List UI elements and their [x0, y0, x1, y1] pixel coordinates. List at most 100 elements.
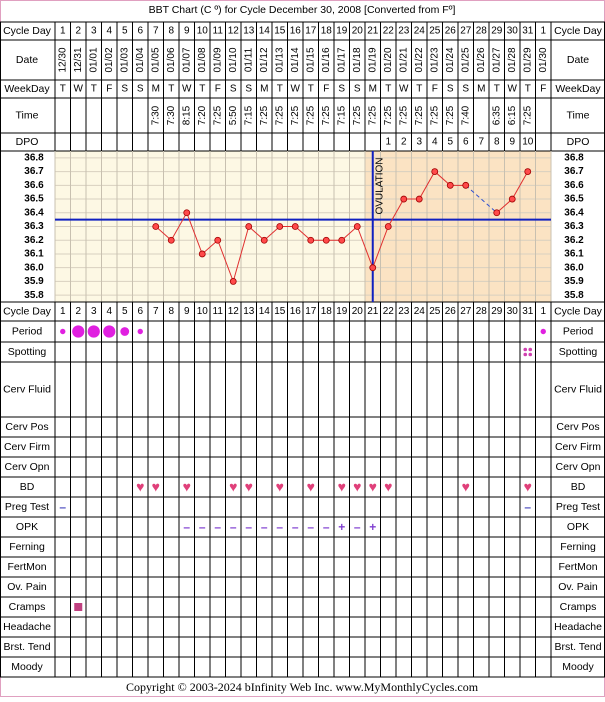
row-label: WeekDay — [555, 83, 601, 95]
cell-cycle_day: 2 — [75, 306, 81, 317]
row-label: Cramps — [9, 601, 46, 613]
temp-point — [322, 236, 330, 244]
cell-cycle_day: 9 — [184, 306, 190, 317]
y-tick-label: 36.0 — [24, 262, 44, 273]
track-symbol: + — [338, 520, 345, 534]
y-tick-label-right: 36.5 — [564, 194, 584, 205]
y-tick-label-right: 35.8 — [564, 290, 584, 301]
cell-date: 01/28 — [507, 47, 518, 72]
chart-title: BBT Chart (C º) for Cycle December 30, 2… — [149, 4, 456, 16]
cell-time: 7:30 — [166, 105, 177, 125]
row-label: Moody — [11, 661, 43, 673]
temp-point — [508, 195, 516, 203]
y-tick-label: 36.2 — [24, 235, 44, 246]
cell-date: 01/01 — [88, 47, 99, 72]
track-symbol: – — [59, 500, 66, 514]
temp-point — [167, 236, 175, 244]
cell-weekday: T — [494, 84, 500, 95]
cell-weekday: W — [399, 84, 409, 95]
cell-weekday: T — [60, 84, 66, 95]
y-tick-label-right: 36.7 — [564, 166, 584, 177]
cell-dpo: 9 — [509, 137, 515, 148]
temp-point — [493, 209, 501, 217]
cell-weekday: W — [182, 84, 192, 95]
cell-time: 7:40 — [460, 105, 471, 125]
cell-cycle_day: 25 — [429, 306, 441, 317]
cell-cycle_day: 12 — [228, 306, 240, 317]
row-label: Cerv Pos — [5, 421, 48, 433]
cell-weekday: S — [230, 84, 237, 95]
cell-time: 7:25 — [352, 105, 363, 125]
row-label: Date — [16, 54, 38, 66]
y-tick-label-right: 36.1 — [564, 249, 584, 260]
cell-time: 7:25 — [398, 105, 409, 125]
track-symbol: – — [276, 520, 283, 534]
cell-time: 7:25 — [212, 105, 223, 125]
row-label: OPK — [567, 521, 589, 533]
temp-point — [214, 236, 222, 244]
cell-date: 01/02 — [104, 47, 115, 72]
cell-cycle_day: 24 — [414, 306, 426, 317]
ovulation-label: OVULATION — [374, 157, 385, 214]
row-label: BD — [20, 481, 35, 493]
track-symbol: – — [524, 500, 531, 514]
cell-weekday: T — [416, 84, 422, 95]
row-label: Cycle Day — [554, 25, 603, 37]
cell-date: 01/30 — [538, 47, 549, 72]
cell-date: 01/09 — [212, 47, 223, 72]
cell-cycle_day: 11 — [213, 26, 224, 37]
cell-date: 01/27 — [491, 47, 502, 72]
spotting-mark — [523, 347, 533, 357]
period-dot — [137, 328, 143, 335]
row-label: Brst. Tend — [554, 641, 601, 653]
track-symbol: ♥ — [524, 479, 532, 495]
cell-weekday: T — [91, 84, 97, 95]
temp-point — [260, 236, 268, 244]
cell-cycle_day: 8 — [168, 306, 174, 317]
row-label: Ov. Pain — [7, 581, 47, 593]
cell-weekday: T — [308, 84, 314, 95]
y-tick-label: 36.1 — [24, 249, 44, 260]
cell-weekday: F — [323, 84, 329, 95]
cell-dpo: 1 — [385, 137, 391, 148]
y-tick-label: 36.5 — [24, 194, 44, 205]
cell-cycle_day: 26 — [445, 306, 457, 317]
row-label: OPK — [16, 521, 38, 533]
cell-weekday: S — [245, 84, 252, 95]
cell-date: 01/19 — [367, 47, 378, 72]
y-tick-label-right: 36.8 — [564, 153, 584, 164]
cell-date: 01/05 — [150, 47, 161, 72]
cell-weekday: F — [432, 84, 438, 95]
row-label: Headache — [3, 621, 51, 633]
track-symbol: + — [369, 520, 376, 534]
cell-date: 01/17 — [336, 47, 347, 72]
row-label: Cycle Day — [554, 305, 603, 317]
temp-point — [276, 223, 284, 230]
row-label: FertMon — [7, 561, 46, 573]
row-label: Spotting — [8, 346, 47, 358]
cell-weekday: S — [338, 84, 345, 95]
row-label: BD — [571, 481, 586, 493]
cell-date: 12/31 — [73, 47, 84, 72]
cell-cycle_day: 25 — [429, 26, 441, 37]
cell-cycle_day: 17 — [305, 26, 317, 37]
track-symbol: ♥ — [462, 479, 470, 495]
cell-dpo: 2 — [401, 137, 407, 148]
row-label: Cerv Opn — [556, 461, 601, 473]
temp-point — [229, 278, 237, 285]
cell-cycle_day: 13 — [243, 306, 255, 317]
cell-weekday: F — [540, 84, 546, 95]
cell-weekday: T — [277, 84, 283, 95]
track-symbol: ♥ — [369, 479, 377, 495]
cell-date: 01/06 — [166, 47, 177, 72]
cell-weekday: M — [152, 84, 160, 95]
y-tick-label: 36.8 — [24, 153, 44, 164]
temp-point — [291, 223, 299, 230]
cell-dpo: 4 — [432, 137, 438, 148]
cell-date: 01/29 — [522, 47, 533, 72]
cell-date: 01/08 — [197, 47, 208, 72]
cell-cycle_day: 8 — [168, 26, 174, 37]
row-label: Cerv Fluid — [554, 383, 602, 395]
temp-point — [400, 195, 408, 203]
cell-cycle_day: 3 — [91, 306, 97, 317]
